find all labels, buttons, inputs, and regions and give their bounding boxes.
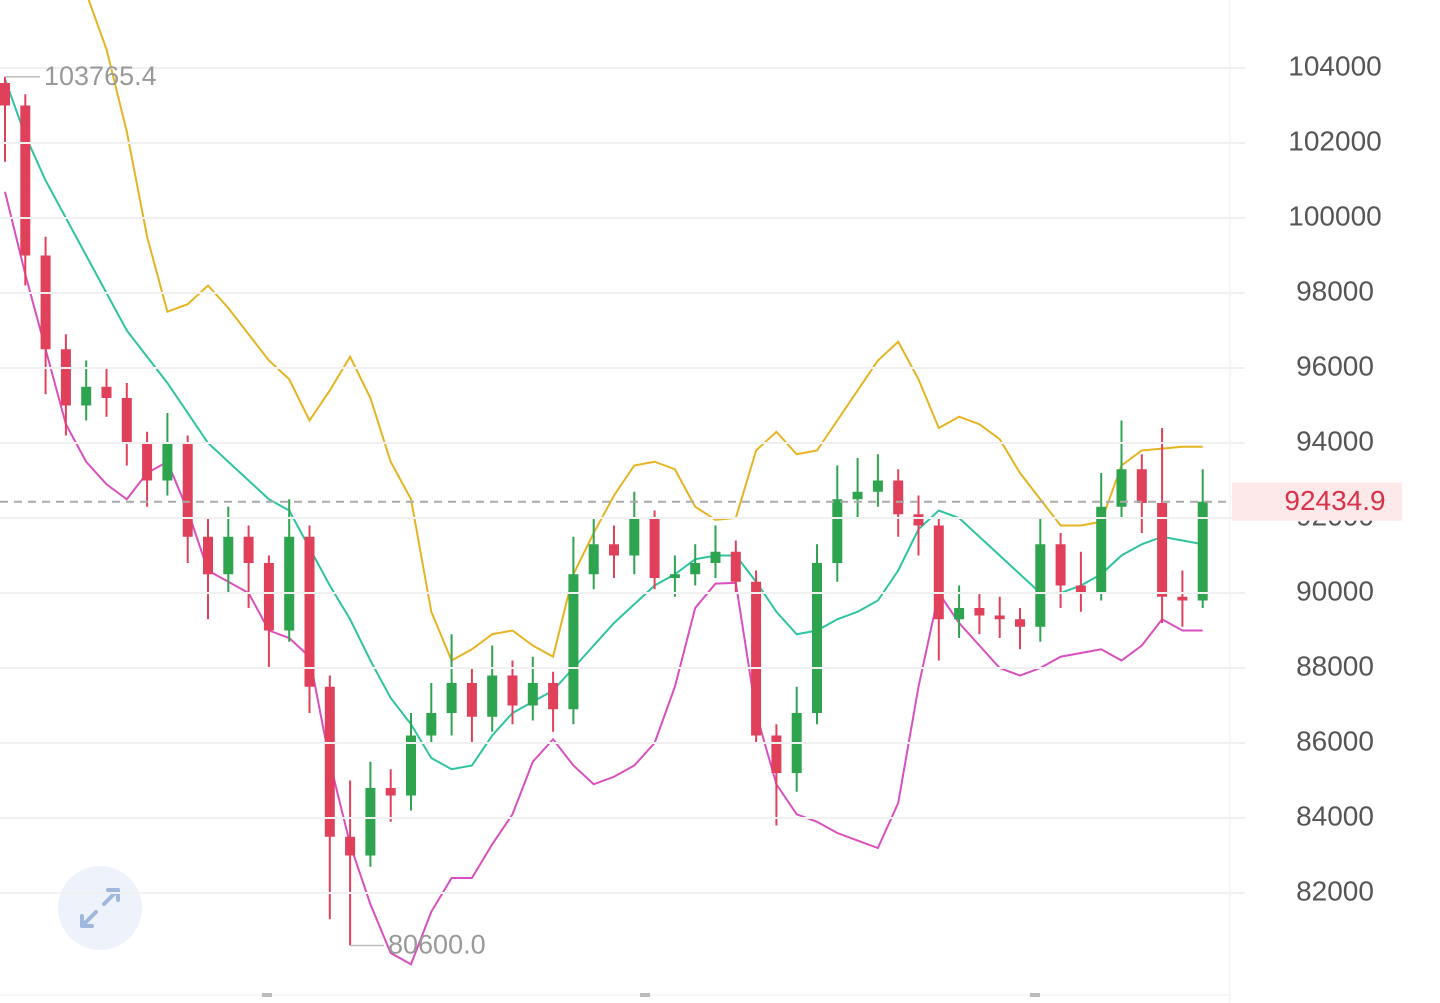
candle-body: [263, 563, 274, 631]
candle-body: [527, 683, 538, 706]
candle-body: [690, 563, 701, 575]
y-tick-label: 100000: [1288, 200, 1381, 231]
candle-body: [385, 788, 396, 796]
candle-body: [324, 686, 335, 837]
candle-body: [243, 536, 254, 564]
candle-body: [0, 82, 10, 106]
y-tick-label: 88000: [1296, 650, 1374, 681]
candle-body: [771, 735, 782, 774]
y-tick-label: 82000: [1296, 875, 1374, 906]
candle-body: [568, 574, 579, 710]
y-tick-label: 84000: [1296, 800, 1374, 831]
candle-body: [588, 544, 599, 575]
band-line: [4, 78, 1203, 771]
candle-body: [913, 514, 924, 526]
candle-body: [487, 675, 498, 717]
band-line: [87, 0, 1203, 662]
candle-body: [1197, 501, 1208, 601]
candle-body: [1157, 503, 1168, 597]
candle-body: [182, 442, 193, 537]
candle-body: [203, 536, 213, 575]
candle-body: [649, 518, 660, 579]
candle-body: [629, 518, 640, 556]
candle-body: [426, 713, 437, 736]
candle-body: [710, 551, 721, 564]
candle-body: [1136, 469, 1147, 504]
y-tick-label: 90000: [1296, 575, 1374, 606]
candle-body: [548, 683, 559, 710]
candle-body: [40, 255, 51, 350]
candle-body: [1075, 585, 1086, 594]
expand-button[interactable]: [58, 866, 142, 950]
candle-body: [121, 397, 132, 443]
candle-body: [852, 491, 863, 500]
candle-body: [994, 615, 1005, 620]
candle-body: [1035, 544, 1046, 627]
expand-button-bg: [58, 866, 142, 950]
candle-body: [933, 525, 944, 620]
last-price-tag: [1232, 482, 1402, 521]
candle-body: [223, 536, 234, 575]
y-tick-label: 96000: [1296, 350, 1374, 381]
candle-body: [1177, 596, 1188, 601]
candle-body: [142, 442, 153, 481]
candle-body: [162, 442, 173, 481]
candle-body: [101, 386, 112, 398]
low-marker-label: 80600.0: [388, 930, 486, 960]
candle-body: [406, 735, 416, 796]
high-marker-label: 103765.4: [44, 61, 157, 91]
candle-body: [872, 480, 883, 492]
y-tick-label: 86000: [1296, 725, 1374, 756]
candle-body: [284, 536, 295, 631]
y-tick-label: 104000: [1288, 50, 1381, 81]
candle-body: [1096, 506, 1107, 594]
candle-body: [609, 544, 619, 556]
candle-body: [1055, 544, 1066, 586]
candle-body: [60, 349, 71, 406]
candle-body: [832, 499, 843, 564]
y-tick-label: 94000: [1296, 425, 1374, 456]
candle-body: [507, 675, 518, 706]
last-price-label: 92434.9: [1284, 485, 1385, 516]
candle-body: [730, 551, 741, 582]
candle-body: [466, 683, 477, 717]
y-tick-label: 98000: [1296, 275, 1374, 306]
candle-body: [345, 836, 356, 856]
candle-body: [669, 574, 680, 579]
candle-body: [812, 563, 822, 714]
candle-body: [20, 105, 31, 256]
expand-icon: [80, 888, 120, 928]
candle-body: [1116, 469, 1127, 507]
candle-body: [893, 480, 904, 515]
y-tick-label: 102000: [1288, 125, 1381, 156]
candle-body: [446, 683, 457, 714]
candle-body: [1015, 619, 1025, 627]
candle-body: [974, 608, 985, 616]
candle-body: [954, 608, 965, 620]
plot-area: [0, 0, 1208, 966]
candle-body: [304, 536, 315, 687]
candle-body: [365, 788, 376, 856]
candle-body: [751, 581, 762, 736]
candle-body: [81, 386, 92, 406]
